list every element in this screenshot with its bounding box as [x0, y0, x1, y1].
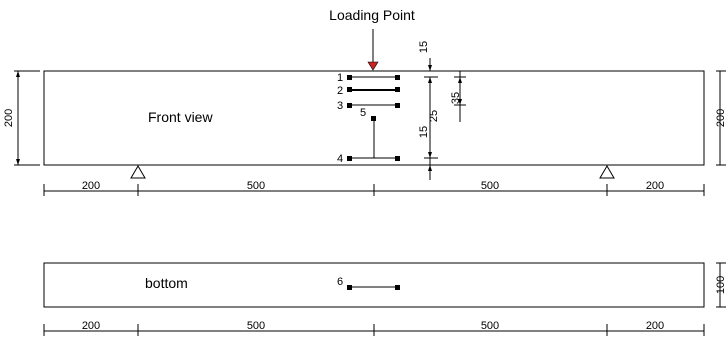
- bottom-span-text-4: 200: [646, 320, 664, 332]
- front-left-height-text: 200: [3, 109, 15, 127]
- gauge-label-5: 5: [360, 107, 366, 119]
- gauge-label-2: 2: [337, 85, 343, 97]
- bottom-span-text-3: 500: [481, 320, 499, 332]
- vertical-dimension-chain: [424, 58, 466, 180]
- triangle-support-icon: [130, 165, 146, 179]
- gauge-4: [347, 156, 400, 161]
- loading-point-title: Loading Point: [329, 7, 415, 23]
- front-span-dimension: [43, 184, 705, 196]
- gauge-label-1: 1: [337, 72, 343, 84]
- bottom-span-text-1: 200: [82, 320, 100, 332]
- triangle-support-icon: [599, 165, 615, 179]
- front-view-label: Front view: [148, 109, 213, 125]
- bottom-view-label: bottom: [145, 275, 188, 291]
- front-span-text-4: 200: [646, 180, 664, 192]
- dim-top-15: 15: [418, 41, 430, 53]
- arrowhead: [16, 71, 20, 77]
- front-span-text-2: 500: [247, 180, 265, 192]
- gauge-6: [347, 285, 400, 290]
- bottom-span-text-2: 500: [247, 320, 265, 332]
- gauge-label-4: 4: [337, 153, 343, 165]
- front-span-text-3: 500: [481, 180, 499, 192]
- front-right-height-text: 200: [715, 109, 726, 127]
- gauge-label-3: 3: [337, 100, 343, 112]
- dim-mid-25: 25: [428, 110, 440, 122]
- bottom-span-dimension: [43, 324, 705, 336]
- arrowhead: [16, 159, 20, 165]
- load-arrow-icon: [367, 61, 379, 71]
- bottom-beam: [43, 262, 705, 308]
- front-span-text-1: 200: [82, 180, 100, 192]
- gauge-label-6: 6: [337, 276, 343, 288]
- dim-lower-15: 15: [418, 126, 430, 138]
- dim-spacing-35: 35: [450, 92, 462, 104]
- gauge-5: [371, 116, 376, 158]
- gauge-3: [347, 103, 400, 108]
- gauge-1: [347, 75, 400, 80]
- bottom-height-text: 100: [715, 276, 726, 294]
- gauge-2: [347, 87, 400, 92]
